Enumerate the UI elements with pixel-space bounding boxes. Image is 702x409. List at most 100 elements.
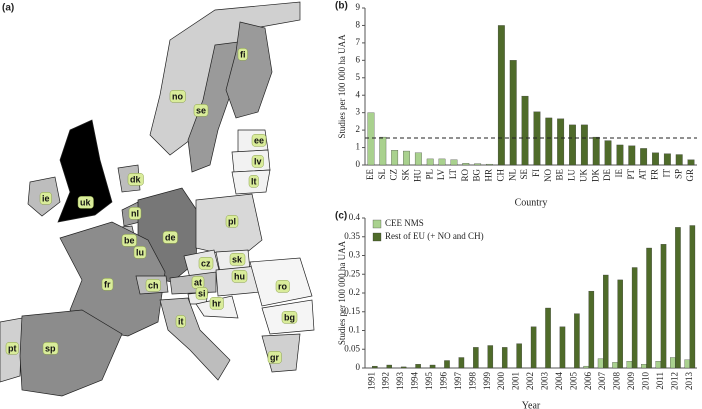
x-tick-label: NO [543,169,553,182]
x-tick-label: 2009 [626,372,636,391]
bar [641,364,647,369]
bar [684,359,690,369]
y-tick-label: 8 [356,20,361,30]
y-tick-label: 0 [356,362,361,372]
y-tick-label: 0.3 [349,250,361,260]
y-axis-label: Studies per 100 000 ha UAA [337,240,347,345]
y-tick-label: 0.35 [344,231,360,241]
x-tick-label: 2003 [539,372,549,391]
bar [450,159,458,166]
x-tick-label: 2008 [612,372,622,391]
bar [426,158,434,166]
map-label-box [198,257,214,270]
x-tick-label: DE [602,169,612,181]
x-tick-label: LT [448,169,458,180]
bar [545,117,553,166]
y-tick-label: 0.4 [349,212,361,222]
x-tick-label: UK [578,169,588,182]
bar [444,360,450,369]
x-tick-label: 2006 [583,372,593,391]
bar [403,150,410,166]
y-tick-label: 0.2 [349,287,360,297]
y-tick-label: 0.25 [344,268,360,278]
map-label-box [275,280,290,293]
x-tick-label: AT [638,168,648,180]
map-label-box [281,311,298,324]
x-tick-label: RO [460,169,470,182]
x-axis-label: Country [515,197,548,208]
map-label-box [42,342,59,355]
bar [438,158,446,166]
x-tick-label: 2011 [655,372,665,390]
map-label-box [169,90,186,103]
map-label-box [251,134,267,147]
x-tick-label: 1992 [381,372,391,390]
x-tick-label: 1999 [482,372,492,391]
x-tick-label: 2007 [597,372,607,391]
bar [462,163,470,166]
x-tick-label: 1993 [395,372,405,391]
map-label: hr [212,298,221,308]
bar [583,365,589,369]
bar [612,362,618,369]
bar [675,154,683,166]
map-label: gr [270,352,279,362]
bar [660,244,667,369]
legend-label: CEE NMS [385,218,424,228]
bar [652,152,659,166]
map-label: nl [131,208,139,218]
map-label-box [229,253,246,266]
map-label: at [194,277,202,287]
country-shape [225,21,273,119]
map-label: be [124,235,135,245]
x-tick-label: 2010 [641,372,651,391]
bar [474,163,482,166]
x-tick-label: IE [614,169,624,178]
bar [497,25,505,166]
legend-swatch [372,219,382,229]
map: (a) fi no se ee lv lt dk ie [0,1,315,397]
map-label-box [77,196,94,209]
map-label: pl [228,216,236,226]
y-tick-label: 1 [356,142,361,152]
map-label: ie [42,193,50,203]
map-label: ch [148,280,159,290]
x-tick-label: IT [661,169,671,178]
bar [400,366,407,369]
bar [631,267,638,369]
bar [530,326,537,369]
map-label-box [145,279,161,292]
map-label: pt [8,343,17,353]
map-label: hu [234,271,245,281]
x-tick-label: GR [685,169,695,182]
bar [379,136,387,166]
map-label-box [39,192,52,205]
x-tick-label: HU [412,169,422,182]
bar [414,152,422,166]
bar [521,95,529,166]
x-tick-label: 2013 [684,372,694,391]
y-axis-label: Studies per 100 000 ha UAA [337,34,347,139]
x-tick-label: 2000 [496,372,506,391]
map-label-box [128,207,142,220]
y-tick-label: 7 [356,37,361,47]
bar [628,145,636,166]
map-label: sp [45,343,56,353]
x-tick-label: 1995 [424,372,434,391]
bar [655,361,662,369]
map-label: fi [240,49,246,59]
x-tick-label: 1998 [467,372,477,391]
x-tick-label: SE [519,169,529,180]
country-shape [57,119,113,223]
bar [386,364,392,369]
x-tick-label: PT [626,169,636,180]
bar [640,148,648,166]
x-tick-label: BG [472,169,482,182]
map-label: cz [201,258,211,268]
x-tick-label: 1991 [366,372,376,390]
x-tick-label: LU [567,169,577,181]
y-tick-label: 2 [356,124,361,134]
map-label-box [237,48,248,61]
y-tick-label: 3 [356,107,361,117]
y-tick-label: 0 [356,159,361,169]
